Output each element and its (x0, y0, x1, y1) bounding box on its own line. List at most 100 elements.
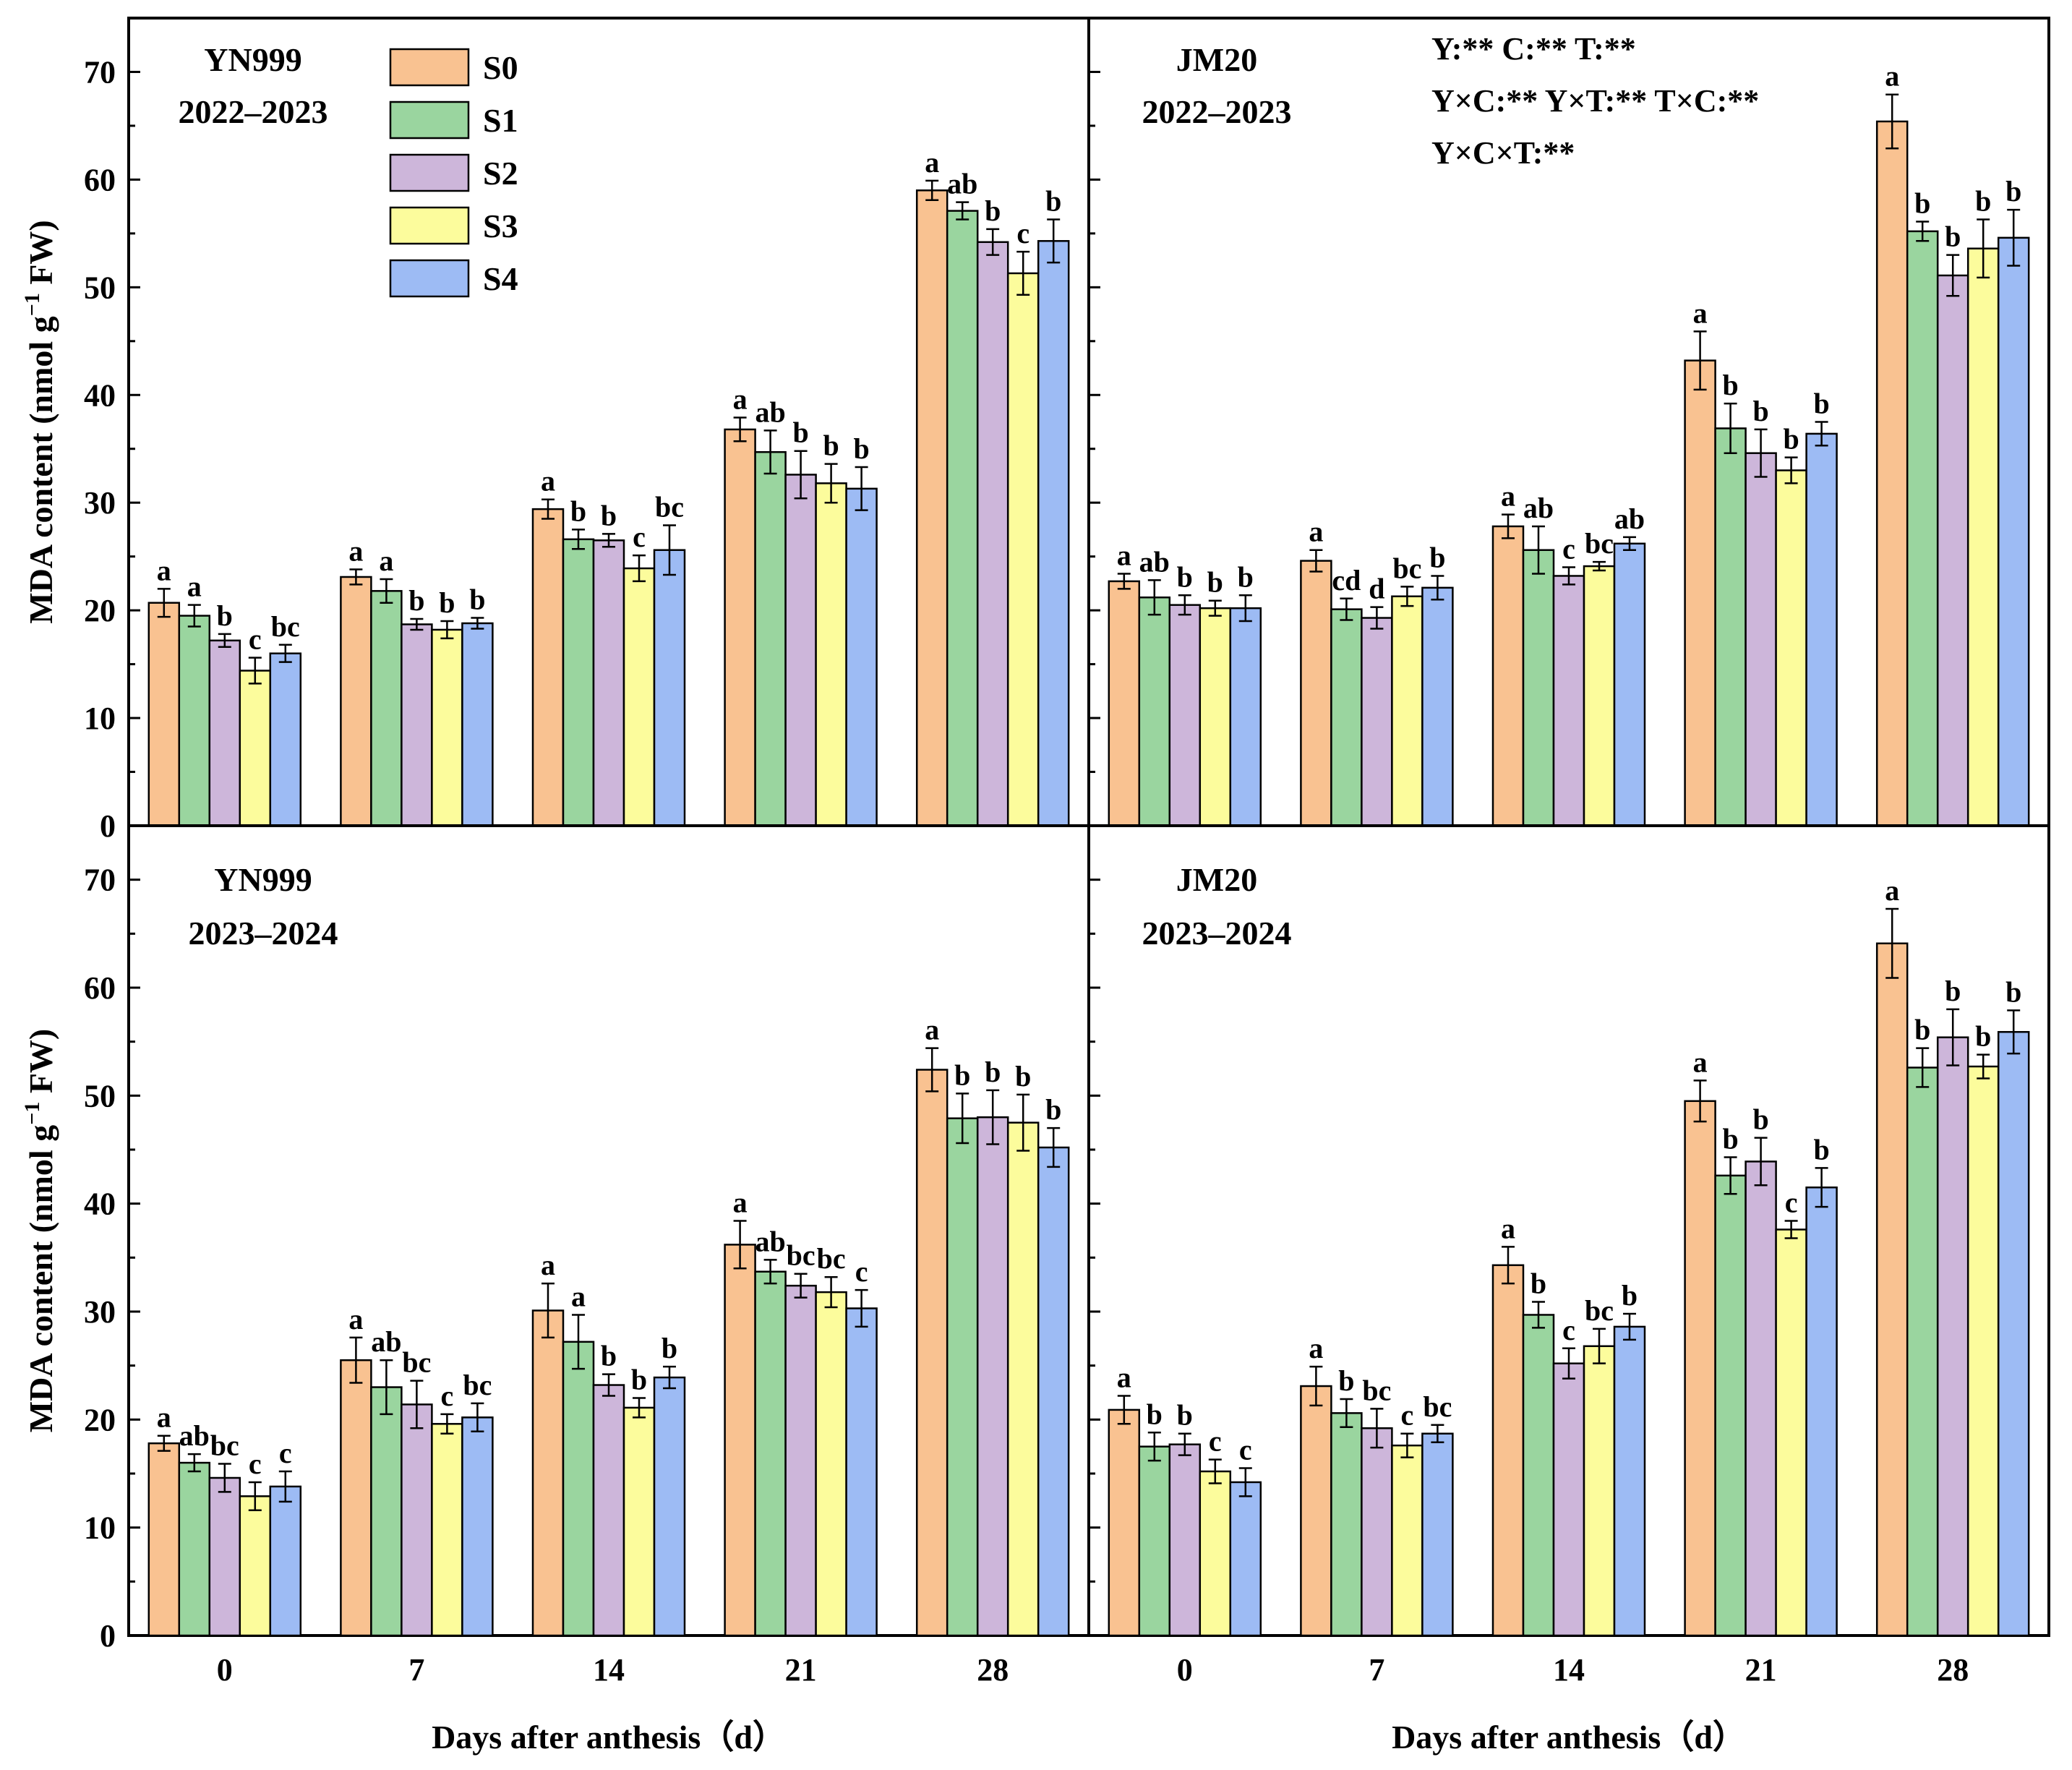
significance-letter: b (1429, 541, 1445, 573)
bar-s3-day-7 (431, 628, 463, 827)
significance-letter: ab (1139, 545, 1170, 578)
bar-s2-day-0 (1168, 1443, 1202, 1637)
panel-season-label: 2022–2023 (179, 93, 328, 130)
significance-letter: ab (371, 1325, 401, 1358)
y-axis-title-part: MDA content (nmol g (22, 1125, 59, 1432)
y-tick-label: 20 (84, 593, 116, 628)
bar-s0-day-21 (724, 428, 756, 827)
significance-letter: b (1783, 423, 1799, 456)
bar-s4-day-28 (1037, 1146, 1070, 1637)
bar-s2-day-7 (401, 623, 433, 827)
bar-s3-day-21 (815, 482, 847, 827)
y-axis-title-part: FW) (22, 1029, 59, 1102)
bar-s0-day-21 (1684, 1100, 1716, 1637)
bar-s4-day-21 (845, 487, 878, 827)
significance-letter: a (1501, 1212, 1515, 1244)
significance-letter: cd (1332, 564, 1361, 597)
significance-letter: a (733, 1187, 748, 1219)
y-tick-label: 20 (84, 1402, 116, 1437)
significance-letter: a (157, 554, 171, 586)
significance-letter: a (379, 544, 393, 577)
y-axis-title-part: MDA content (nmol g (22, 316, 59, 623)
significance-letter: bc (787, 1239, 815, 1272)
bar-s1-day-14 (1522, 549, 1555, 827)
legend-swatch-s3 (389, 206, 470, 245)
significance-letter: a (925, 146, 939, 179)
legend-swatch-s0 (389, 48, 470, 87)
bar-s1-day-28 (1906, 230, 1939, 827)
significance-letter: bc (402, 1346, 431, 1379)
y-tick-label: 0 (100, 808, 116, 844)
significance-letter: b (601, 499, 617, 531)
bar-s2-day-28 (976, 241, 1009, 827)
statistics-annotation: Y:** C:** T:** Y×C:** Y×T:** T×C:** Y×C×… (1431, 31, 1759, 171)
significance-letter: bc (1392, 552, 1421, 584)
bar-s1-day-7 (370, 1386, 403, 1637)
bar-s4-day-0 (1229, 1481, 1262, 1637)
bar-s1-day-21 (754, 450, 787, 827)
significance-letter: bc (1585, 527, 1614, 560)
significance-letter: b (1945, 975, 1961, 1007)
x-tick-label: 14 (593, 1652, 625, 1688)
x-axis-title: Days after anthesis（d） (1392, 1719, 1746, 1756)
x-tick-label: 7 (1369, 1652, 1384, 1688)
bar-s1-day-0 (1138, 1445, 1171, 1637)
bar-s0-day-0 (147, 1442, 181, 1637)
significance-letter: b (1722, 369, 1738, 401)
y-tick-label: 30 (84, 1294, 116, 1330)
significance-letter: b (1975, 185, 1991, 218)
significance-letter: b (469, 583, 485, 616)
bar-s2-day-21 (784, 474, 817, 827)
bar-s2-day-14 (1552, 575, 1585, 827)
x-tick-label: 21 (1745, 1652, 1777, 1688)
panel-season-label: 2023–2024 (189, 915, 338, 952)
bar-s0-day-7 (340, 1359, 372, 1637)
legend: S0 S1 S2 S3 S4 (389, 48, 518, 298)
significance-letter: a (925, 1014, 939, 1046)
significance-letter: c (279, 1437, 292, 1469)
bar-s2-day-21 (1744, 452, 1777, 827)
bar-s1-day-7 (1330, 608, 1363, 827)
significance-letter: ab (947, 168, 977, 200)
significance-letter: c (1562, 1314, 1575, 1346)
panel-cultivar-label: JM20 (1176, 861, 1257, 898)
significance-letter: a (1309, 1332, 1323, 1364)
x-tick-label: 28 (1937, 1652, 1969, 1688)
legend-label-s4: S4 (483, 260, 518, 297)
significance-letter: b (853, 432, 869, 465)
y-tick-label: 40 (84, 377, 116, 413)
bar-s4-day-14 (1613, 542, 1646, 827)
bar-s1-day-28 (1906, 1066, 1939, 1637)
bar-s2-day-14 (592, 539, 625, 827)
bar-s2-day-14 (592, 1384, 625, 1637)
bar-s3-day-14 (622, 567, 656, 827)
bar-s2-day-28 (976, 1116, 1009, 1637)
y-axis-title-superscript: −1 (20, 293, 44, 316)
bar-s1-day-7 (1330, 1412, 1363, 1637)
significance-letter: bc (1585, 1294, 1614, 1327)
bar-s4-day-21 (845, 1307, 878, 1637)
significance-letter: a (1117, 539, 1131, 571)
stats-line-3: Y×C×T:** (1431, 135, 1575, 171)
significance-letter: b (439, 586, 455, 619)
significance-letter: c (1239, 1434, 1252, 1466)
bar-s2-day-7 (1361, 617, 1393, 827)
bar-s0-day-0 (1108, 580, 1141, 827)
y-axis-title: MDA content (nmol g−1 FW) (20, 1029, 59, 1433)
significance-letter: d (1369, 573, 1384, 605)
significance-letter: b (1945, 221, 1961, 253)
significance-letter: b (1752, 395, 1768, 427)
significance-letter: a (1117, 1361, 1131, 1393)
bar-s0-day-14 (531, 1309, 565, 1637)
significance-letter: a (1693, 296, 1708, 329)
bar-s3-day-28 (1006, 1121, 1040, 1637)
bar-s2-day-28 (1936, 1036, 1969, 1637)
bar-s3-day-21 (1775, 1228, 1807, 1637)
bar-s0-day-21 (1684, 359, 1716, 827)
significance-letter: b (570, 495, 586, 527)
bar-s4-day-14 (653, 549, 686, 827)
bar-s3-day-21 (1775, 469, 1807, 827)
